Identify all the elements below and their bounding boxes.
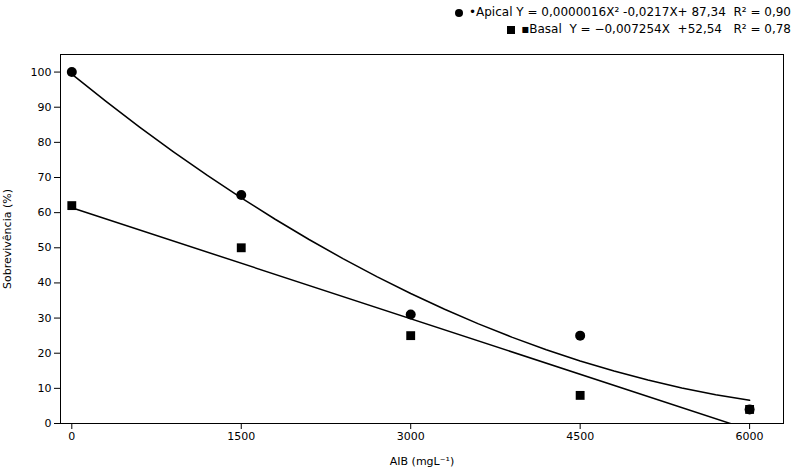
svg-text:3000: 3000 (397, 430, 425, 443)
svg-text:10: 10 (38, 382, 52, 395)
svg-text:0: 0 (68, 430, 75, 443)
svg-text:60: 60 (38, 206, 52, 219)
svg-text:80: 80 (38, 136, 52, 149)
svg-text:6000: 6000 (736, 430, 764, 443)
svg-text:4500: 4500 (566, 430, 594, 443)
svg-text:100: 100 (31, 66, 52, 79)
svg-text:AIB (mgL⁻¹): AIB (mgL⁻¹) (390, 455, 454, 468)
svg-text:20: 20 (38, 347, 52, 360)
svg-text:90: 90 (38, 101, 52, 114)
html-text:▪Basal Y = −0,007254X +52,54 R: ▪Basal Y = −0,007254X +52,54 R² = 0,78 (521, 22, 791, 36)
svg-text:30: 30 (38, 312, 52, 325)
svg-text:40: 40 (38, 276, 52, 289)
svg-text:1500: 1500 (227, 430, 255, 443)
svg-text:Sobrevivência (%): Sobrevivência (%) (1, 189, 14, 289)
html-text:•Apical Y = 0,0000016X² -0,021: •Apical Y = 0,0000016X² -0,0217X+ 87,34 … (469, 5, 791, 19)
svg-text:50: 50 (38, 241, 52, 254)
svg-text:70: 70 (38, 171, 52, 184)
svg-text:0: 0 (45, 417, 52, 430)
